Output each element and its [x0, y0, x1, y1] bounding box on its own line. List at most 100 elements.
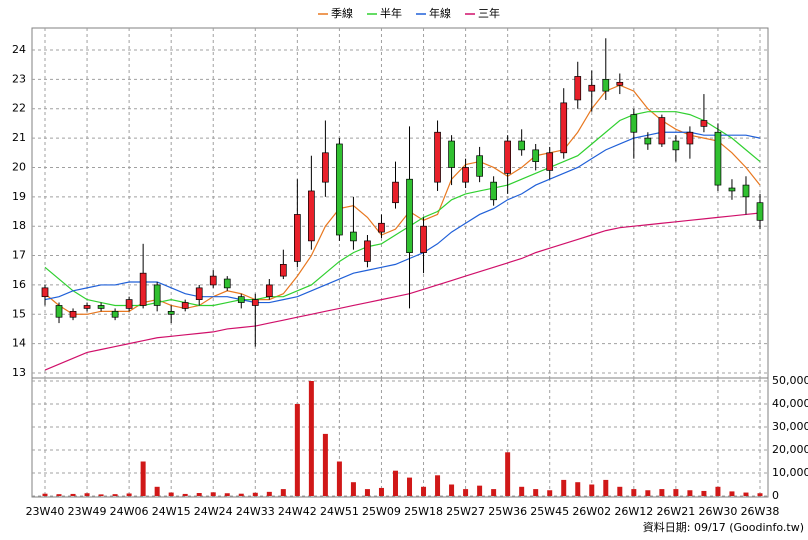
candle-body [672, 140, 680, 151]
candle-body [69, 310, 77, 318]
candle-body [630, 114, 638, 133]
ma-line [44, 131, 761, 304]
y-tick-label: 13 [12, 366, 26, 379]
candle-body [462, 167, 469, 183]
candle-body [237, 296, 245, 303]
candle-body [490, 181, 497, 201]
y-tick-label: 21 [12, 131, 26, 144]
x-tick-label: 26W30 [699, 505, 738, 518]
y-tick-label: 22 [12, 102, 26, 115]
candle-body [378, 222, 385, 233]
legend-label: 年線 [429, 6, 451, 20]
volume-bar [224, 493, 230, 496]
candle-body [195, 287, 203, 300]
x-tick-label: 24W51 [320, 505, 359, 518]
x-tick-label: 25W45 [530, 505, 569, 518]
volume-bar [631, 489, 637, 496]
volume-bar [126, 493, 132, 496]
legend-label: 半年 [380, 6, 402, 20]
candle-body [294, 214, 301, 262]
y-tick-label: 19 [12, 190, 26, 203]
ma-line [44, 111, 761, 307]
legend-label: 三年 [478, 6, 500, 20]
candle-body [209, 275, 217, 286]
candle-body [476, 155, 483, 177]
volume-bar [308, 381, 314, 496]
volume-bar [701, 490, 707, 496]
x-tick-label: 24W15 [152, 505, 191, 518]
volume-bar [154, 486, 160, 496]
volume-bar [659, 489, 665, 496]
x-tick-label: 25W09 [362, 505, 401, 518]
volume-bar [533, 489, 539, 496]
candle-body [125, 299, 133, 309]
candle-body [532, 149, 540, 162]
volume-bar [757, 493, 763, 496]
x-tick-label: 24W33 [236, 505, 275, 518]
candle-body [308, 190, 315, 242]
volume-bar [210, 492, 216, 496]
candle-body [139, 272, 147, 306]
candle-body [434, 131, 441, 183]
candle-body [251, 299, 259, 306]
candle-body [448, 140, 455, 168]
volume-bar [112, 494, 118, 496]
ma-line [44, 212, 761, 371]
ma-line [44, 84, 761, 315]
candle-body [336, 143, 343, 236]
volume-bar [407, 477, 413, 496]
candle-body [55, 305, 63, 318]
candle-body [265, 284, 273, 298]
volume-bar [336, 461, 342, 496]
volume-bar [84, 493, 90, 496]
candle-body [322, 152, 329, 183]
x-tick-label: 24W06 [110, 505, 149, 518]
x-tick-label: 25W36 [488, 505, 527, 518]
y-tick-label: 16 [12, 278, 26, 291]
candle-body [560, 102, 568, 154]
volume-bar [673, 489, 679, 496]
volume-bar [575, 482, 581, 496]
volume-bar [645, 490, 651, 496]
volume-bar [98, 494, 104, 496]
x-tick-label: 26W21 [656, 505, 695, 518]
volume-frame [31, 377, 769, 498]
volume-bar [449, 484, 455, 496]
volume-bar [196, 493, 202, 496]
candle-body [518, 140, 526, 151]
volume-bar [378, 487, 384, 496]
candle-body [167, 310, 175, 315]
x-tick-label: 23W40 [26, 505, 65, 518]
volume-bar [729, 491, 735, 496]
y-tick-label: 18 [12, 219, 26, 232]
volume-bar [463, 489, 469, 496]
candle-body [602, 79, 610, 92]
candle-body [504, 140, 511, 174]
volume-bar [168, 492, 174, 496]
volume-bar [687, 490, 693, 496]
volume-bar [56, 494, 62, 496]
volume-bar [70, 493, 76, 496]
candle-body [700, 120, 708, 127]
volume-bar [350, 482, 356, 496]
volume-bar [561, 479, 567, 496]
candle-body [658, 117, 666, 145]
candle-body [686, 131, 694, 145]
candle-body [756, 202, 764, 221]
candle-body [616, 81, 624, 86]
volume-bar [547, 490, 553, 496]
y-tick-label: 17 [12, 249, 26, 262]
volume-bar [266, 491, 272, 496]
candle-body [279, 264, 287, 277]
volume-bar [603, 479, 609, 496]
candle-body [392, 181, 399, 204]
candle-body [111, 310, 119, 318]
y-tick-label: 20 [12, 160, 26, 173]
candle-body [574, 76, 582, 101]
volume-bar [505, 452, 511, 496]
y-tick-label: 23 [12, 72, 26, 85]
volume-tick-label: 50,000 [772, 374, 808, 387]
legend-label: 季線 [331, 6, 353, 20]
candle-body [97, 305, 105, 309]
